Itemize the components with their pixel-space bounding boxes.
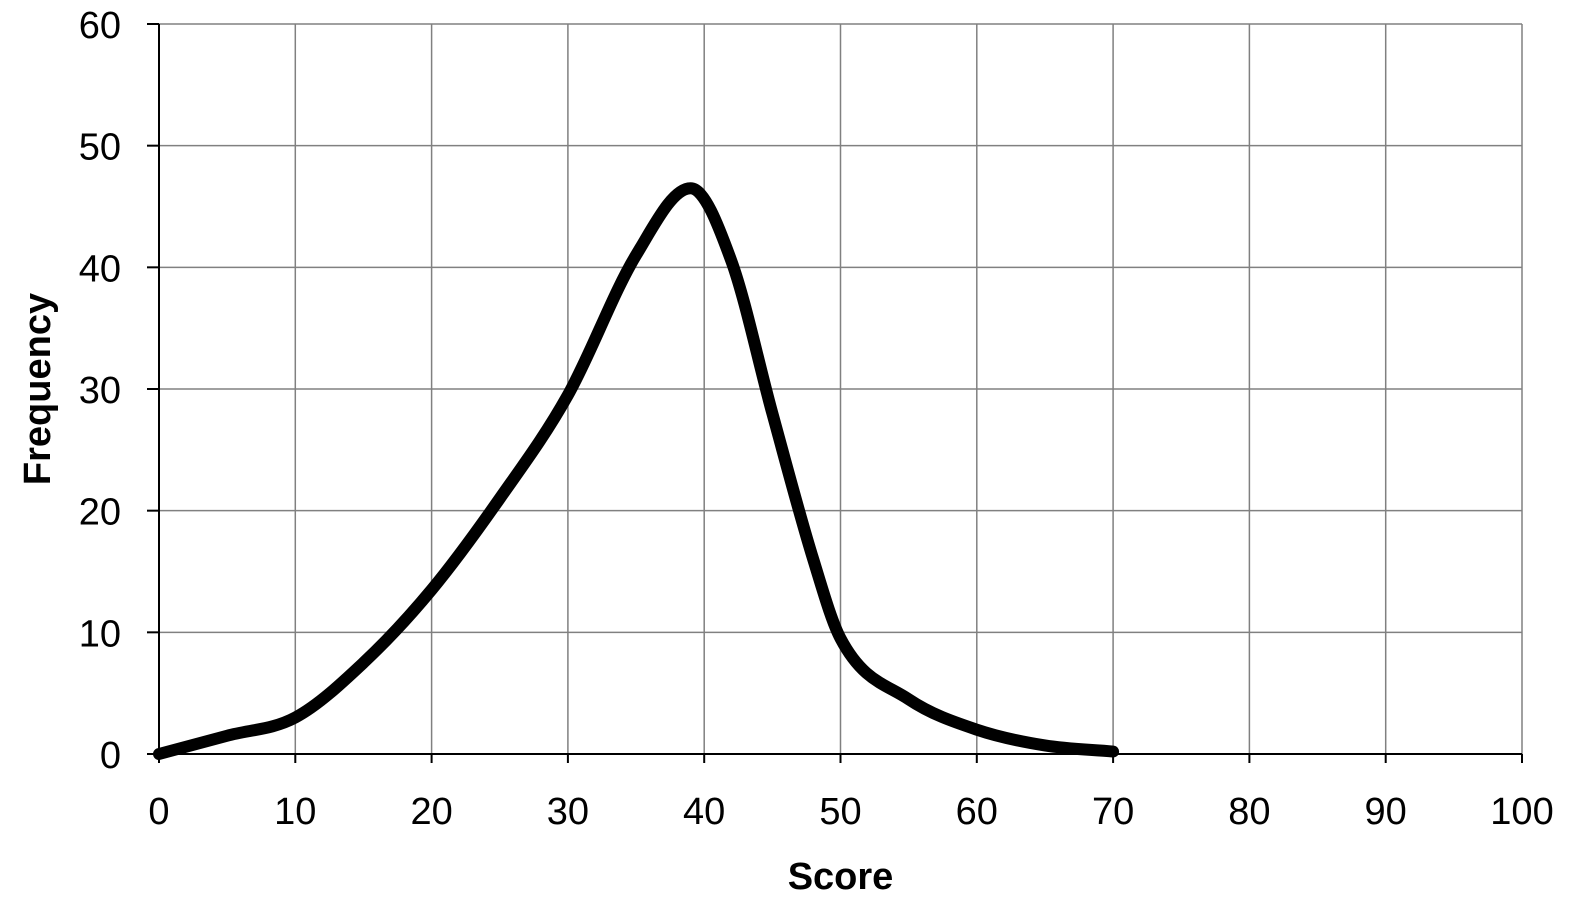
x-tick-label: 10 [274,791,316,833]
x-tick-label: 80 [1228,791,1270,833]
x-axis-title: Score [788,856,894,898]
x-tick-label: 70 [1092,791,1134,833]
y-tick-label: 60 [79,5,121,47]
x-tick-label: 100 [1490,791,1553,833]
y-axis-title: Frequency [17,293,59,485]
series-line [153,182,1120,760]
y-tick-label: 30 [79,370,121,412]
series [153,182,1120,760]
y-tick-label: 20 [79,492,121,534]
y-tick-label: 10 [79,613,121,655]
x-tick-label: 30 [547,791,589,833]
x-tick-label: 40 [683,791,725,833]
y-tick-label: 50 [79,127,121,169]
y-tick-label: 40 [79,248,121,290]
x-tick-label: 50 [819,791,861,833]
x-tick-label: 20 [410,791,452,833]
x-tick-label: 90 [1365,791,1407,833]
ticks: 0 10 20 30 40 50 60 70 80 90 100 0 10 20 30 40 50 60 [79,5,1554,833]
x-tick-label: 60 [956,791,998,833]
x-tick-label: 0 [148,791,169,833]
y-tick-label: 0 [100,735,121,777]
